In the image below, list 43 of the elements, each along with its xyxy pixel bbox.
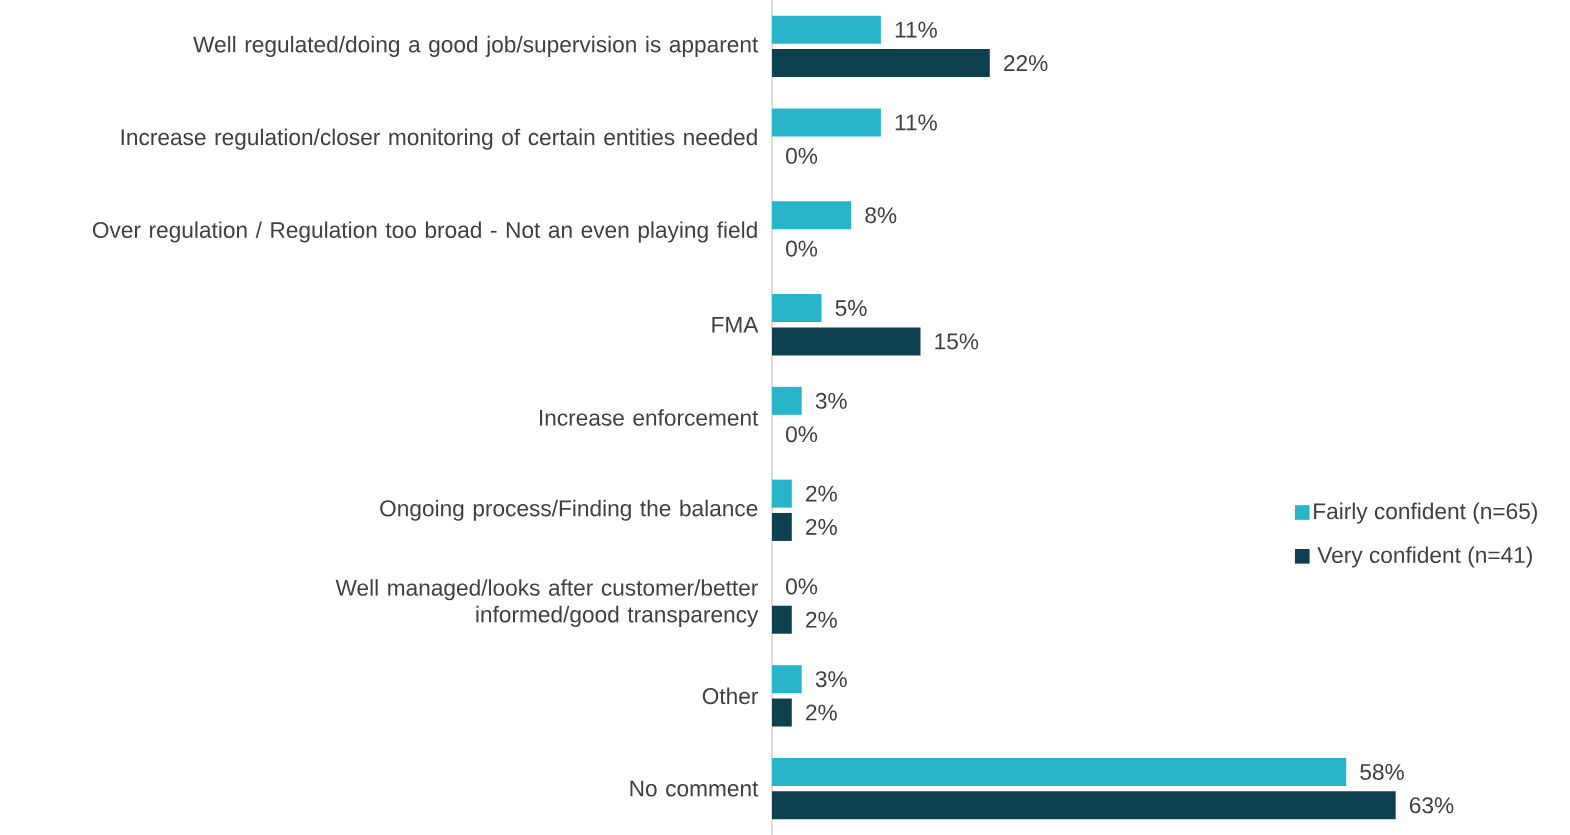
y-tick-label: Increase enforcement — [540, 409, 759, 426]
y-tick-label: Well regulated/doing a good job/supervision is apparent — [193, 35, 759, 57]
data-label: 0% — [786, 426, 818, 443]
data-label: 2% — [806, 518, 837, 535]
bar — [772, 294, 822, 323]
data-label: 22% — [1004, 55, 1048, 72]
bar — [772, 479, 792, 508]
data-label: 2% — [806, 485, 837, 502]
bar — [772, 791, 1396, 820]
y-tick-label: Other — [702, 687, 759, 705]
y-tick-label: Increase regulation/closer monitoring of certain entities needed — [121, 128, 757, 150]
bar — [772, 108, 881, 137]
legend-label: Very confident (n=41) — [1317, 546, 1532, 568]
y-tick-label: Ongoing process/Finding the balance — [380, 499, 758, 521]
bar — [772, 605, 792, 634]
bar — [772, 15, 881, 44]
data-label: 3% — [815, 392, 847, 409]
data-label: 3% — [815, 671, 847, 688]
data-label: 0% — [786, 147, 818, 164]
y-tick-label: Over regulation / Regulation too broad - Not an even playing field — [92, 221, 757, 243]
legend-label: Fairly confident (n=65) — [1314, 502, 1537, 524]
data-label: 2% — [806, 611, 837, 628]
y-tick-label: Well managed/looks after customer/better informed/good transparency — [335, 579, 759, 627]
bar — [772, 512, 792, 541]
data-label: 11% — [895, 114, 937, 131]
bar — [772, 665, 802, 694]
data-label: 63% — [1409, 797, 1454, 814]
y-tick-label: FMA — [712, 316, 759, 333]
bar — [772, 757, 1347, 786]
bar — [772, 49, 990, 78]
bar — [772, 698, 792, 727]
data-label: 8% — [865, 207, 897, 224]
data-label: 5% — [835, 300, 867, 317]
data-label: 0% — [786, 578, 818, 595]
bar — [772, 201, 852, 230]
y-tick-label: No comment — [630, 780, 759, 797]
bar — [772, 327, 921, 356]
bar — [772, 386, 802, 415]
data-label: 2% — [806, 704, 837, 721]
data-label: 0% — [786, 240, 818, 257]
data-label: 11% — [895, 21, 937, 38]
data-label: 15% — [935, 333, 979, 350]
data-label: 58% — [1360, 763, 1404, 780]
